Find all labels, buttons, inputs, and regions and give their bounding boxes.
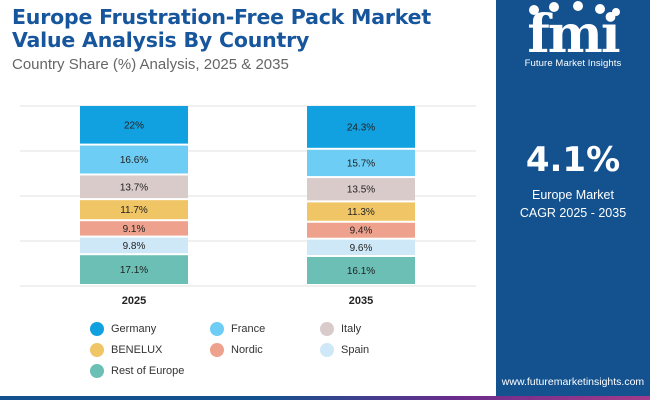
cagr-label-line1: Europe Market	[532, 188, 614, 202]
legend-item-france: France	[210, 322, 265, 336]
bar-2025-italy	[80, 175, 188, 199]
bar-2025-rest-of-europe	[80, 255, 188, 284]
data-label-2025-rest-of-europe: 17.1%	[120, 265, 148, 276]
data-label-2025-germany: 22%	[124, 120, 144, 131]
legend-swatch	[90, 364, 104, 378]
bar-2025-nordic	[80, 221, 188, 236]
legend-label: Germany	[111, 323, 157, 335]
legend-item-nordic: Nordic	[210, 343, 263, 357]
legend-swatch	[90, 322, 104, 336]
cagr-label: Europe Market CAGR 2025 - 2035	[496, 186, 650, 222]
data-label-2035-france: 15.7%	[347, 158, 375, 169]
chart-subtitle: Country Share (%) Analysis, 2025 & 2035	[12, 56, 289, 73]
bar-2035-nordic	[307, 222, 415, 238]
logo-text: Future Market Insights	[524, 58, 622, 69]
bar-2035-spain	[307, 239, 415, 255]
legend-swatch	[210, 343, 224, 357]
bar-2035-benelux	[307, 202, 415, 221]
legend-item-italy: Italy	[320, 322, 361, 336]
legend-swatch	[210, 322, 224, 336]
legend-item-germany: Germany	[90, 322, 156, 336]
website-link[interactable]: www.futuremarketinsights.com	[501, 376, 645, 388]
legend-label: Nordic	[231, 344, 263, 356]
cagr-label-line2: CAGR 2025 - 2035	[519, 206, 627, 220]
x-tick-2035: 2035	[349, 295, 373, 307]
data-label-2035-rest-of-europe: 16.1%	[347, 266, 375, 277]
data-label-2035-nordic: 9.4%	[350, 226, 373, 237]
bar-2025-benelux	[80, 200, 188, 220]
bar-2035-italy	[307, 178, 415, 201]
bar-2025-germany	[80, 106, 188, 144]
chart-title: Europe Frustration-Free Pack Market Valu…	[12, 5, 431, 52]
data-label-2035-germany: 24.3%	[347, 122, 375, 133]
data-label-2035-spain: 9.6%	[350, 243, 373, 254]
x-tick-2025: 2025	[122, 295, 146, 307]
chart-legend: Germany France Italy BENELUX Nordic Spain Rest…	[90, 322, 470, 392]
bar-2025-france	[80, 145, 188, 174]
data-label-2035-italy: 13.5%	[347, 185, 375, 196]
legend-swatch	[90, 343, 104, 357]
legend-swatch	[320, 322, 334, 336]
brand-logo: fmi Future Market Insights	[496, 0, 650, 86]
legend-label: Italy	[341, 323, 362, 335]
cagr-value: 4.1%	[525, 140, 621, 180]
bottom-accent-bar	[0, 396, 650, 400]
data-label-2025-nordic: 9.1%	[123, 224, 146, 235]
bar-2025-spain	[80, 237, 188, 254]
legend-item-spain: Spain	[320, 343, 369, 357]
sidebar-panel: fmi Future Market Insights 4.1% Europe M…	[496, 0, 650, 400]
data-label-2025-italy: 13.7%	[120, 182, 148, 193]
legend-label: Rest of Europe	[111, 365, 185, 377]
data-label-2025-benelux: 11.7%	[120, 205, 148, 216]
bar-2035-germany	[307, 106, 415, 148]
stacked-bar-chart: 22% 16.6% 13.7% 11.7% 9.1% 9.8% 17.1% 2025 24.3%…	[20, 105, 476, 307]
svg-text:fmi: fmi	[527, 4, 619, 60]
bar-2035-rest-of-europe	[307, 256, 415, 284]
fmi-logo-icon: fmi	[527, 1, 622, 60]
legend-label: BENELUX	[111, 344, 163, 356]
bar-2035-france	[307, 149, 415, 177]
legend-item-rest-of-europe: Rest of Europe	[90, 364, 184, 378]
data-label-2035-benelux: 11.3%	[347, 207, 375, 218]
data-label-2025-spain: 9.8%	[123, 241, 146, 252]
legend-label: Spain	[341, 344, 370, 356]
legend-swatch	[320, 343, 334, 357]
legend-label: France	[231, 323, 266, 335]
legend-item-benelux: BENELUX	[90, 343, 162, 357]
data-label-2025-france: 16.6%	[120, 155, 148, 166]
